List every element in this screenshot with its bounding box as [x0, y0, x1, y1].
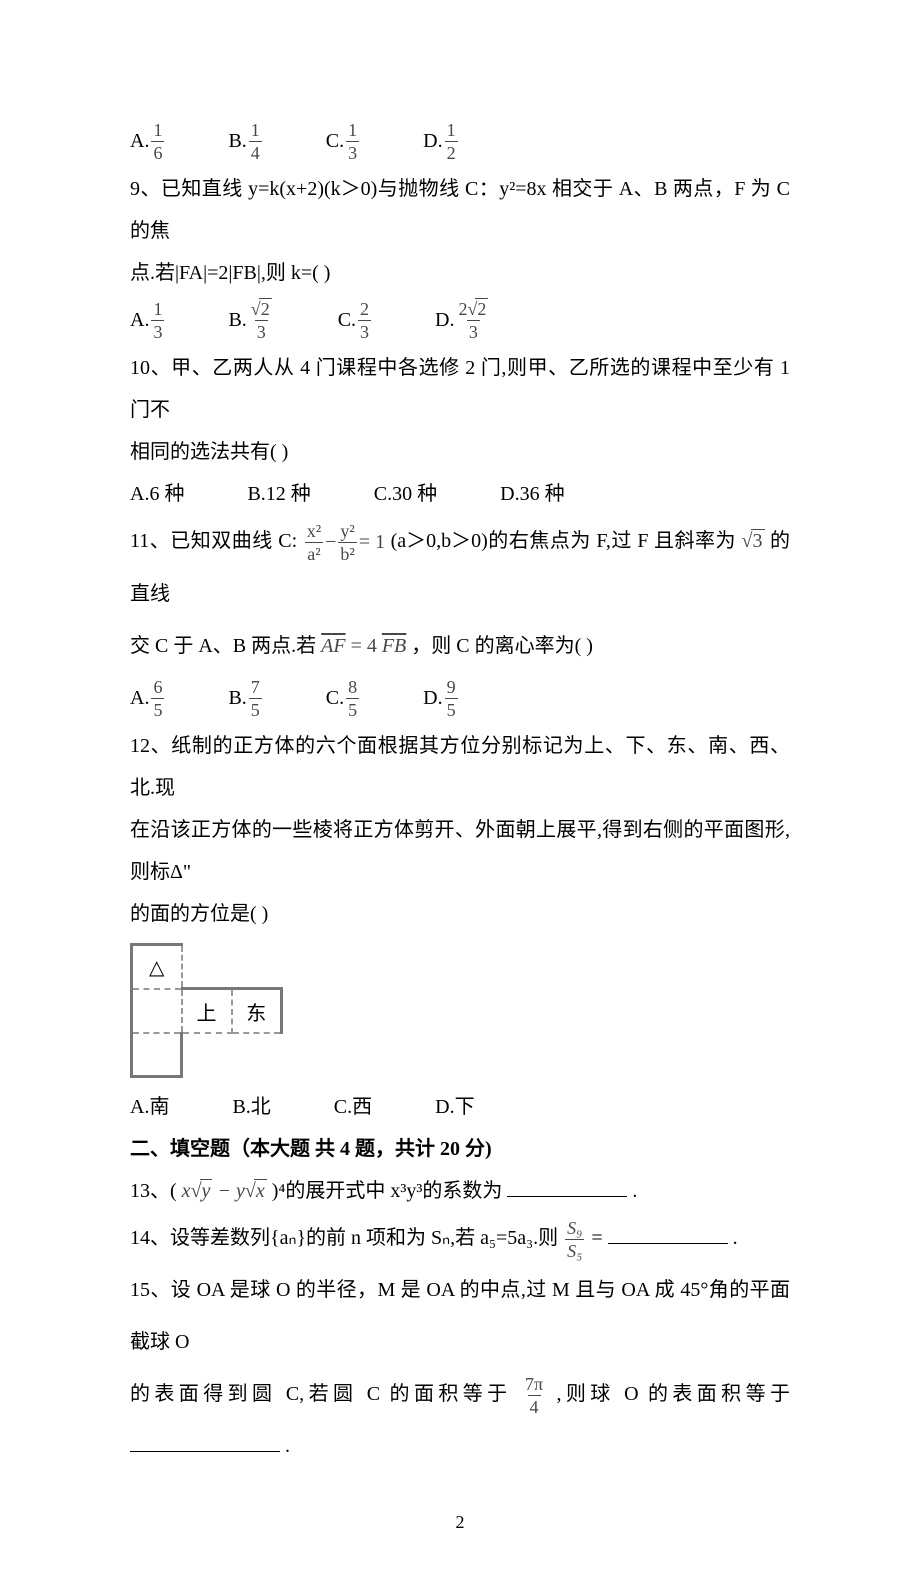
q15-text: 15、设 OA 是球 O 的半径，M 是 OA 的中点,过 M 且与 OA 成 … — [130, 1264, 790, 1472]
q12-text: 12、纸制的正方体的六个面根据其方位分别标记为上、下、东、南、西、北.现 在沿该… — [130, 725, 790, 935]
q10-opt-b: B.12 种 — [247, 473, 310, 515]
q10-options: A.6 种 B.12 种 C.30 种 D.36 种 — [130, 473, 790, 515]
q8-opt-a: A.16 — [130, 121, 166, 162]
q9-text: 9、已知直线 y=k(x+2)(k＞0)与抛物线 C：y²=8x 相交于 A、B… — [130, 168, 790, 294]
q9-options: A.13 B. 23 C.23 D. 223 — [130, 300, 790, 341]
q14-text: 14、设等差数列{aₙ}的前 n 项和为 Sₙ,若 a₅=5a₃.则 S₉S₅ … — [130, 1212, 790, 1264]
q10-opt-d: D.36 种 — [500, 473, 564, 515]
q12-opt-b: B.北 — [232, 1086, 270, 1128]
q10-opt-c: C.30 种 — [374, 473, 437, 515]
q14-blank[interactable] — [608, 1243, 728, 1244]
q11-opt-d: D.95 — [423, 678, 459, 719]
q12-options: A.南 B.北 C.西 D.下 — [130, 1086, 790, 1128]
q8-options: A.16 B.14 C.13 D.12 — [130, 121, 790, 162]
q8-opt-c: C.13 — [326, 121, 361, 162]
q12-opt-a: A.南 — [130, 1086, 169, 1128]
q9-opt-c: C.23 — [338, 300, 373, 341]
q12-opt-d: D.下 — [435, 1086, 474, 1128]
q10-opt-a: A.6 种 — [130, 473, 184, 515]
q13-text: 13、( xy − yx )⁴的展开式中 x³y³的系数为 . — [130, 1170, 790, 1212]
q11-text: 11、已知双曲线 C: x²a² − y²b² = 1 (a＞0,b＞0)的右焦… — [130, 515, 790, 672]
q11-options: A.65 B.75 C.85 D.95 — [130, 678, 790, 719]
q15-blank[interactable] — [130, 1451, 280, 1452]
net-cell-up: 上 — [182, 989, 232, 1033]
q11-opt-a: A.65 — [130, 678, 166, 719]
q9-opt-a: A.13 — [130, 300, 166, 341]
net-cell-triangle: △ — [132, 945, 182, 989]
q13-blank[interactable] — [507, 1196, 627, 1197]
page-number: 2 — [130, 1512, 790, 1533]
section2-heading: 二、填空题（本大题 共 4 题，共计 20 分) — [130, 1128, 790, 1170]
net-cell-east: 东 — [232, 989, 282, 1033]
q12-opt-c: C.西 — [334, 1086, 372, 1128]
q8-opt-b: B.14 — [228, 121, 263, 162]
q11-opt-c: C.85 — [326, 678, 361, 719]
q11-opt-b: B.75 — [228, 678, 263, 719]
q9-opt-d: D. 223 — [435, 300, 492, 341]
q9-opt-b: B. 23 — [228, 300, 275, 341]
q12-net-figure: △ 上 东 — [130, 943, 790, 1078]
q10-text: 10、甲、乙两人从 4 门课程中各选修 2 门,则甲、乙所选的课程中至少有 1 … — [130, 347, 790, 473]
q8-opt-d: D.12 — [423, 121, 459, 162]
